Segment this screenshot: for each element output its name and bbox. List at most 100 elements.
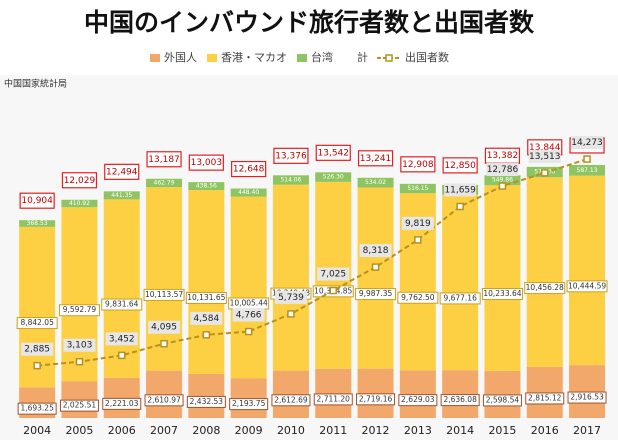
line-label-box xyxy=(148,320,181,334)
line-label-box xyxy=(190,311,223,325)
x-tick-label: 2004 xyxy=(23,424,51,437)
line-label-box xyxy=(528,149,561,163)
x-tick-label: 2011 xyxy=(319,424,347,437)
line-label: 4,766 xyxy=(236,311,262,321)
line-marker xyxy=(456,202,464,211)
line-marker xyxy=(498,182,507,190)
total-box xyxy=(19,192,55,209)
line-label-box xyxy=(317,267,350,281)
line-marker xyxy=(541,169,549,177)
segment-label-box xyxy=(356,393,396,406)
line-label-box xyxy=(274,290,307,304)
segment-label: 10,005.44 xyxy=(230,298,268,307)
total-label: 13,241 xyxy=(360,154,392,164)
line-marker xyxy=(118,351,126,360)
line-label: 8,318 xyxy=(363,246,389,256)
total-box xyxy=(273,147,309,164)
bar-segment xyxy=(484,185,521,371)
segment-label: 2,916.53 xyxy=(570,393,604,402)
x-tick-label: 2007 xyxy=(150,424,178,437)
segment-label: 2,612.69 xyxy=(274,395,308,404)
line-marker xyxy=(287,310,295,318)
line-marker xyxy=(160,339,168,348)
line-label: 4,584 xyxy=(193,314,219,324)
segment-label-box xyxy=(271,394,311,407)
segment-label: 9,592.79 xyxy=(63,305,97,314)
total-label: 12,494 xyxy=(106,167,138,177)
segment-label-box xyxy=(440,394,480,407)
line-label: 2,885 xyxy=(24,345,50,355)
segment-label: 438.56 xyxy=(196,183,217,190)
segment-label: 514.06 xyxy=(280,177,301,184)
segment-label-box xyxy=(17,402,57,415)
bar-segment xyxy=(188,190,225,374)
line-label: 9,819 xyxy=(405,219,431,229)
x-tick-label: 2009 xyxy=(235,424,263,437)
total-label: 12,648 xyxy=(233,165,265,175)
segment-label: 368.53 xyxy=(27,220,48,227)
line-marker xyxy=(583,155,591,163)
line-label-box xyxy=(359,244,392,258)
bar-segment xyxy=(230,378,267,418)
bar-segment xyxy=(19,220,56,227)
bar-segment xyxy=(188,182,225,191)
bar-segment xyxy=(230,196,267,379)
segment-label-box xyxy=(143,288,185,301)
segment-label: 441.35 xyxy=(111,192,132,199)
total-box xyxy=(188,154,224,171)
bar-segment xyxy=(569,175,606,366)
segment-label-box xyxy=(525,392,565,405)
segment-label: 587.13 xyxy=(577,167,598,174)
bar-segment xyxy=(357,177,394,188)
segment-label: 2,025.51 xyxy=(63,401,97,410)
bar-segment xyxy=(442,194,479,371)
segment-label: 2,815.12 xyxy=(528,393,562,402)
bar-segment xyxy=(19,226,56,388)
total-box xyxy=(61,172,98,189)
total-label: 13,844 xyxy=(529,143,561,153)
line-label-box xyxy=(105,332,138,346)
segment-label: 462.79 xyxy=(154,179,175,186)
legend-swatch xyxy=(297,54,307,62)
segment-label-box xyxy=(566,280,608,293)
segment-label-box xyxy=(481,288,523,301)
segment-label-box xyxy=(567,391,607,404)
segment-label-box xyxy=(439,292,481,305)
total-label: 13,003 xyxy=(191,158,223,168)
x-tick-label: 2013 xyxy=(404,424,432,437)
line-label: 3,103 xyxy=(67,341,93,351)
segment-label: 10,456.28 xyxy=(526,283,564,292)
bar-segment xyxy=(103,199,140,378)
bar-segment xyxy=(61,207,98,382)
bar-segment xyxy=(526,177,563,367)
segment-label: 2,221.03 xyxy=(105,399,139,408)
total-box xyxy=(104,163,140,180)
legend-label: 出国者数 xyxy=(405,50,449,64)
segment-label: 2,629.03 xyxy=(401,395,435,404)
total-box xyxy=(231,160,267,178)
bar-segment xyxy=(484,175,521,186)
total-label: 10,904 xyxy=(21,196,53,206)
bar-segment xyxy=(315,172,352,182)
line-label-box xyxy=(444,183,477,197)
segment-label: 2,193.75 xyxy=(232,399,266,408)
x-tick-label: 2014 xyxy=(446,424,474,437)
segment-label: 516.15 xyxy=(407,185,428,192)
segment-label-box xyxy=(59,399,99,412)
total-box xyxy=(146,151,182,168)
total-box xyxy=(315,144,351,161)
line-label: 11,659 xyxy=(444,185,476,195)
segment-label: 2,636.08 xyxy=(443,395,477,404)
segment-label: 410.92 xyxy=(69,200,90,207)
line-marker xyxy=(202,331,211,339)
total-box xyxy=(400,156,436,173)
segment-label: 2,719.16 xyxy=(359,394,393,403)
bar-segment xyxy=(272,184,309,371)
line-label: 5,739 xyxy=(278,293,304,303)
segment-label: 534.02 xyxy=(365,179,386,186)
segment-label: 10,131.65 xyxy=(187,293,225,302)
segment-label: 2,610.97 xyxy=(147,395,181,404)
total-label: 12,908 xyxy=(402,160,434,170)
segment-label: 9,677.16 xyxy=(443,293,477,302)
source: 中国国家統計局 xyxy=(4,78,67,90)
